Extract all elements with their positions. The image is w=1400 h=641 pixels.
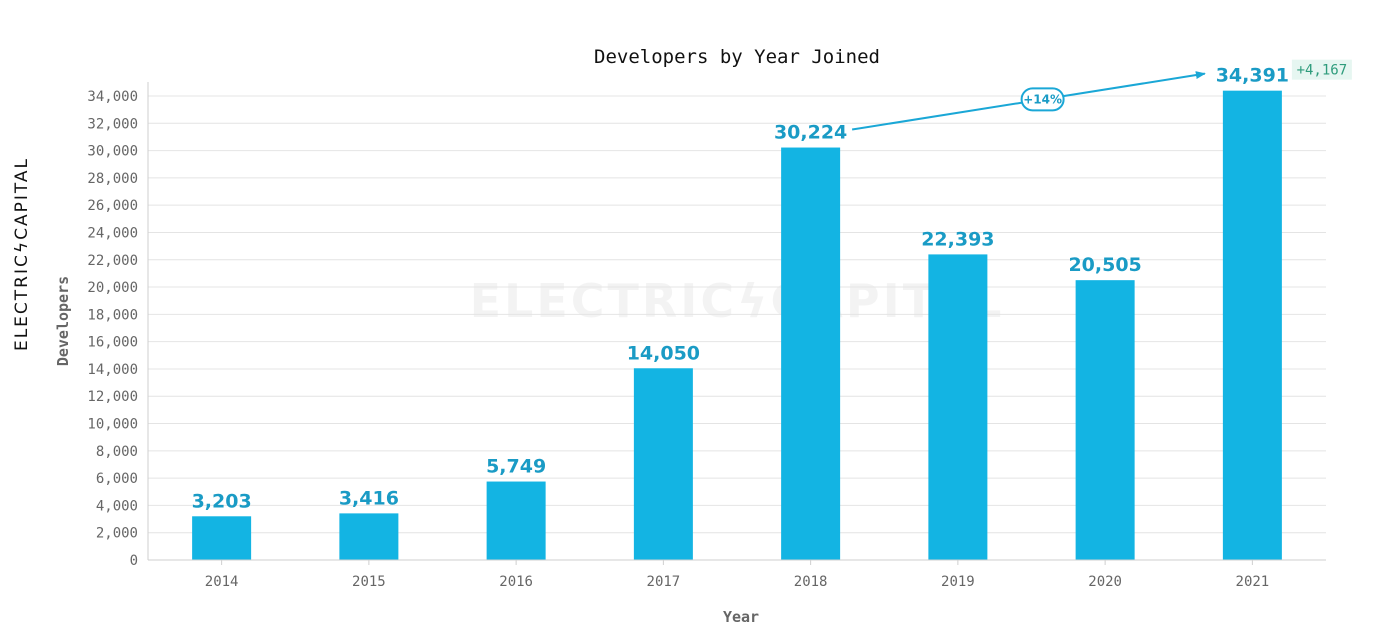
y-tick-label: 24,000: [87, 225, 138, 241]
y-tick-label: 32,000: [87, 116, 138, 132]
y-axis-ticks: 0 2,000 4,000 6,000 8,000 10,000 12,000 14,000 1…: [87, 89, 138, 569]
y-tick-label: 26,000: [87, 198, 138, 214]
x-axis-ticks: 2014 2015 2016 2017 2018 2019 2020 2021: [205, 560, 1269, 590]
x-tick-label: 2016: [499, 574, 533, 590]
bar-2017: [633, 368, 693, 560]
x-tick-label: 2014: [205, 574, 239, 590]
bar-value-label-2017: 14,050: [627, 342, 700, 364]
y-tick-label: 18,000: [87, 307, 138, 323]
bar-value-label-2016: 5,749: [486, 456, 546, 478]
y-tick-label: 14,000: [87, 362, 138, 378]
growth-percent-badge: [1020, 87, 1065, 112]
delta-label: +4,167: [1297, 63, 1348, 79]
delta-badge: [1291, 59, 1352, 80]
bar-2015: [339, 513, 399, 560]
y-tick-label: 4,000: [96, 498, 138, 514]
y-tick-label: 28,000: [87, 171, 138, 187]
y-tick-label: 8,000: [96, 444, 138, 460]
y-tick-label: 16,000: [87, 335, 138, 351]
bar-value-labels: 3,203 3,416 5,749 14,050 30,224 22,393 20,505 3…: [192, 65, 1289, 513]
y-tick-label: 20,000: [87, 280, 138, 296]
bar-2018: [781, 147, 841, 560]
bar-value-label-2014: 3,203: [192, 490, 252, 512]
y-axis-title: Developers: [54, 276, 72, 366]
y-tick-label: 30,000: [87, 144, 138, 160]
x-tick-label: 2019: [941, 574, 975, 590]
watermark: ELECTRICϟCAPITAL: [470, 274, 1005, 328]
y-tick-label: 12,000: [87, 389, 138, 405]
y-tick-label: 10,000: [87, 417, 138, 433]
bar-value-label-2015: 3,416: [339, 487, 399, 509]
bar-value-label-2019: 22,393: [921, 228, 994, 250]
bar-value-label-2020: 20,505: [1068, 254, 1141, 276]
y-tick-label: 0: [130, 553, 138, 569]
x-tick-label: 2021: [1236, 574, 1270, 590]
y-tick-label: 6,000: [96, 471, 138, 487]
bar-2020: [1075, 280, 1135, 560]
bar-2019: [928, 254, 988, 560]
bar-2021: [1222, 90, 1282, 560]
x-axis-title: Year: [723, 608, 759, 626]
brand-logo: ELECTRICϟCAPITAL: [12, 157, 32, 351]
growth-percent-label: +14%: [1023, 92, 1062, 106]
y-tick-label: 22,000: [87, 253, 138, 269]
bars: [192, 90, 1282, 560]
x-tick-label: 2018: [794, 574, 828, 590]
bar-value-label-2018: 30,224: [774, 122, 847, 144]
x-tick-label: 2015: [352, 574, 386, 590]
x-tick-label: 2017: [647, 574, 681, 590]
y-tick-label: 2,000: [96, 526, 138, 542]
x-tick-label: 2020: [1088, 574, 1122, 590]
bar-2014: [192, 516, 252, 560]
bar-2016: [486, 481, 546, 560]
chart-title: Developers by Year Joined: [594, 46, 880, 68]
y-tick-label: 34,000: [87, 89, 138, 105]
bar-value-label-2021: 34,391: [1216, 65, 1289, 87]
gridlines: [148, 95, 1326, 534]
